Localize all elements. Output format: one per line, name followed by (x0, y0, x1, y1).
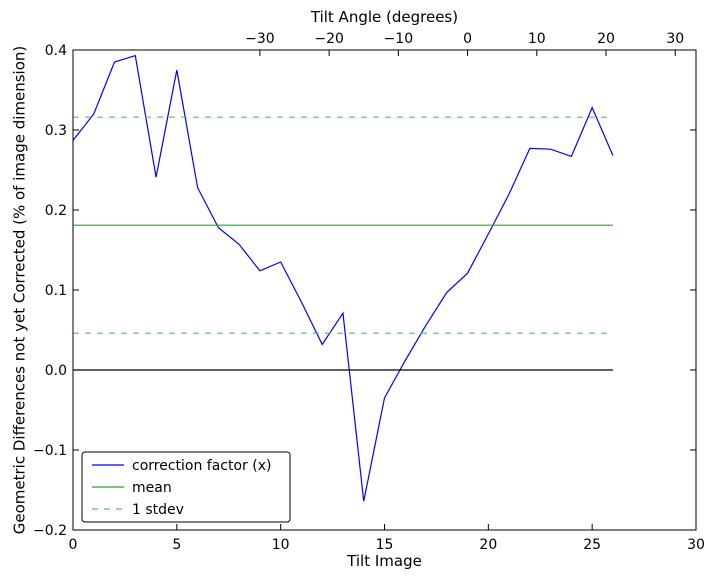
ticks (72, 49, 697, 531)
legend-label: correction factor (x) (132, 458, 271, 474)
legend-label: 1 stdev (132, 502, 184, 518)
top-x-tick-label: −30 (245, 31, 275, 47)
x-tick-label: 5 (172, 537, 181, 553)
legend: correction factor (x) mean 1 stdev (81, 451, 291, 523)
top-x-tick-label: 20 (597, 31, 615, 47)
x-tick-label: 15 (376, 537, 394, 553)
legend-label: mean (132, 480, 172, 496)
tick-labels: 0 5 10 15 20 25 30 −30 −20 −10 0 10 20 30 −0.2 −0.1 0.0 0… (33, 31, 705, 553)
y-tick-label: 0.0 (45, 363, 67, 379)
top-x-axis-label: Tilt Angle (degrees) (310, 8, 458, 26)
y-tick-label: 0.3 (45, 123, 67, 139)
top-x-tick-label: 0 (463, 31, 472, 47)
x-tick-label: 25 (583, 537, 601, 553)
legend-box (81, 451, 291, 523)
y-tick-label: 0.2 (45, 203, 67, 219)
y-tick-label: −0.1 (33, 443, 67, 459)
y-axis-label: Geometric Differences not yet Corrected … (11, 46, 29, 535)
top-x-tick-label: −20 (314, 31, 344, 47)
y-tick-label: 0.1 (45, 283, 67, 299)
x-tick-label: 10 (272, 537, 290, 553)
x-axis-label: Tilt Image (346, 552, 422, 570)
top-x-tick-label: −10 (384, 31, 414, 47)
y-tick-label: −0.2 (33, 523, 67, 539)
x-tick-label: 30 (687, 537, 705, 553)
x-tick-label: 0 (69, 537, 78, 553)
series-correction-factor-x (72, 54, 614, 502)
x-tick-label: 20 (479, 537, 497, 553)
top-x-tick-label: 10 (528, 31, 546, 47)
y-tick-label: 0.4 (45, 43, 67, 59)
top-x-tick-label: 30 (666, 31, 684, 47)
plot-lines (72, 54, 614, 502)
